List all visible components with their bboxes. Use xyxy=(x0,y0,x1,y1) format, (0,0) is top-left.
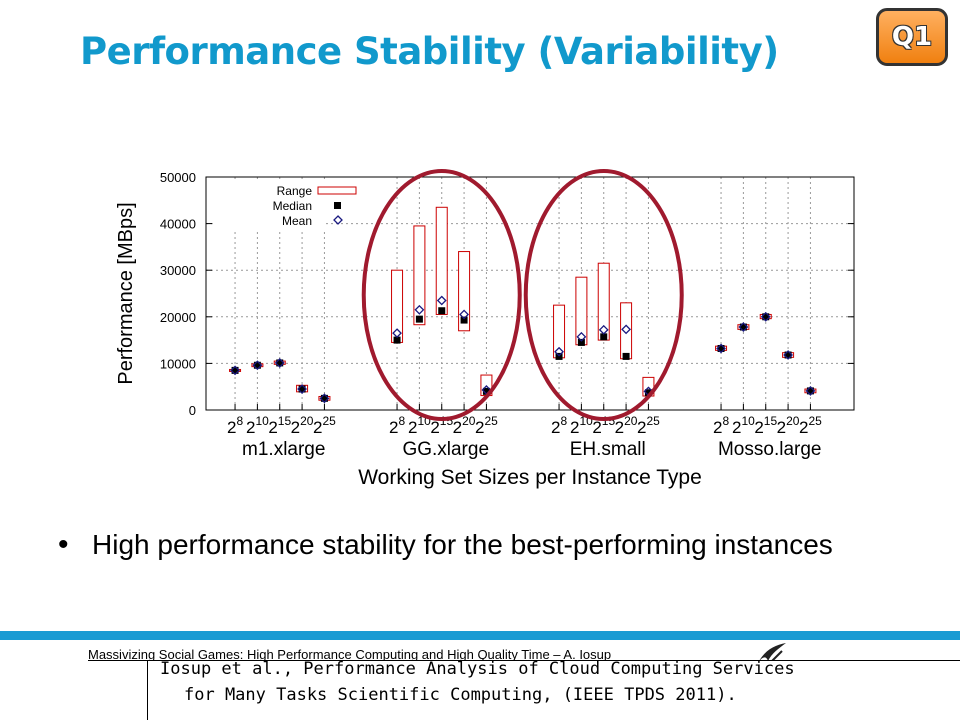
x-tick-label: 220 xyxy=(291,414,314,437)
range-box xyxy=(597,262,610,341)
mean-marker xyxy=(459,309,470,320)
x-axis-label: Working Set Sizes per Instance Type xyxy=(358,466,702,489)
group-label: GG.xlarge xyxy=(402,439,489,460)
median-marker xyxy=(253,361,261,369)
mean-marker xyxy=(576,331,587,342)
median-marker xyxy=(644,389,652,397)
page-title: Performance Stability (Variability) xyxy=(80,30,779,73)
x-tick-label: 28 xyxy=(227,414,243,437)
group-label: EH.small xyxy=(570,439,646,460)
legend-label: Mean xyxy=(282,214,312,228)
citation-line-2: for Many Tasks Scientific Computing, (IE… xyxy=(184,685,737,705)
x-tick-label: 28 xyxy=(389,414,405,437)
x-tick-label: 220 xyxy=(453,414,476,437)
x-tick-label: 210 xyxy=(732,414,755,437)
median-marker xyxy=(393,336,401,344)
mean-marker xyxy=(554,346,564,357)
citation-line-1: Iosup et al., Performance Analysis of Cl… xyxy=(160,659,795,679)
bullet-icon: • xyxy=(58,528,69,561)
range-box xyxy=(458,251,471,332)
median-marker xyxy=(622,352,630,360)
footer-accent-bar xyxy=(0,631,960,640)
x-tick-label: 28 xyxy=(551,414,567,437)
median-marker xyxy=(784,351,792,359)
median-marker xyxy=(762,313,770,321)
legend-range-swatch xyxy=(317,186,357,195)
mean-marker xyxy=(760,311,771,322)
mean-marker xyxy=(783,350,794,360)
y-tick-label: 20000 xyxy=(160,310,196,325)
highlight-ellipse xyxy=(523,169,684,421)
mean-marker xyxy=(738,322,749,332)
x-tick-label: 215 xyxy=(754,414,777,437)
range-box xyxy=(553,304,566,359)
range-box xyxy=(435,206,448,315)
mean-marker xyxy=(805,385,816,396)
y-axis-label: Performance [MBps] xyxy=(115,202,137,384)
x-tick-label: 220 xyxy=(615,414,638,437)
mean-marker xyxy=(716,343,726,354)
legend-background xyxy=(216,179,326,231)
bullet-text: High performance stability for the best-… xyxy=(92,529,833,560)
mean-marker xyxy=(436,295,447,306)
question-badge: Q1 xyxy=(876,8,948,66)
x-tick-label: 28 xyxy=(713,414,729,437)
mean-marker xyxy=(598,324,609,335)
highlight-ellipse xyxy=(361,169,522,421)
mean-marker xyxy=(274,358,285,368)
y-tick-label: 40000 xyxy=(160,217,196,232)
mean-marker xyxy=(319,393,330,404)
mean-marker xyxy=(252,360,263,371)
y-tick-label: 30000 xyxy=(160,263,196,278)
median-marker xyxy=(806,387,814,395)
x-tick-label: 225 xyxy=(799,414,822,437)
y-tick-label: 50000 xyxy=(160,170,196,185)
x-tick-label: 225 xyxy=(637,414,660,437)
mean-marker xyxy=(392,328,402,339)
plot-frame xyxy=(205,176,855,411)
median-marker xyxy=(482,387,490,395)
y-tick-label: 10000 xyxy=(160,356,196,371)
legend-label: Range xyxy=(277,184,313,198)
mean-marker xyxy=(621,324,632,335)
median-marker xyxy=(577,338,585,346)
median-marker xyxy=(717,344,725,352)
range-box xyxy=(413,225,426,326)
median-marker xyxy=(739,323,747,331)
range-box xyxy=(575,276,588,346)
mean-marker xyxy=(414,304,425,315)
x-tick-label: 225 xyxy=(475,414,498,437)
median-marker xyxy=(600,333,608,341)
median-marker xyxy=(276,359,284,367)
range-box xyxy=(620,302,633,360)
citation-box: Iosup et al., Performance Analysis of Cl… xyxy=(147,659,960,720)
mean-marker xyxy=(297,384,308,394)
median-marker xyxy=(231,366,239,374)
x-tick-label: 225 xyxy=(313,414,336,437)
median-marker xyxy=(320,394,328,402)
footer-text: Massivizing Social Games: High Performan… xyxy=(88,647,612,662)
x-tick-label: 220 xyxy=(777,414,800,437)
group-label: m1.xlarge xyxy=(242,439,325,460)
median-marker xyxy=(460,316,468,324)
x-tick-label: 210 xyxy=(246,414,269,437)
median-marker xyxy=(298,385,306,393)
median-marker xyxy=(438,307,446,315)
median-marker xyxy=(415,315,423,323)
range-box xyxy=(391,269,404,343)
legend-label: Median xyxy=(273,199,312,213)
group-label: Mosso.large xyxy=(718,439,822,460)
legend-median-swatch xyxy=(334,202,341,209)
mean-marker xyxy=(230,365,240,376)
legend-mean-swatch xyxy=(333,215,343,225)
x-tick-label: 215 xyxy=(268,414,291,437)
y-tick-label: 0 xyxy=(189,403,196,418)
